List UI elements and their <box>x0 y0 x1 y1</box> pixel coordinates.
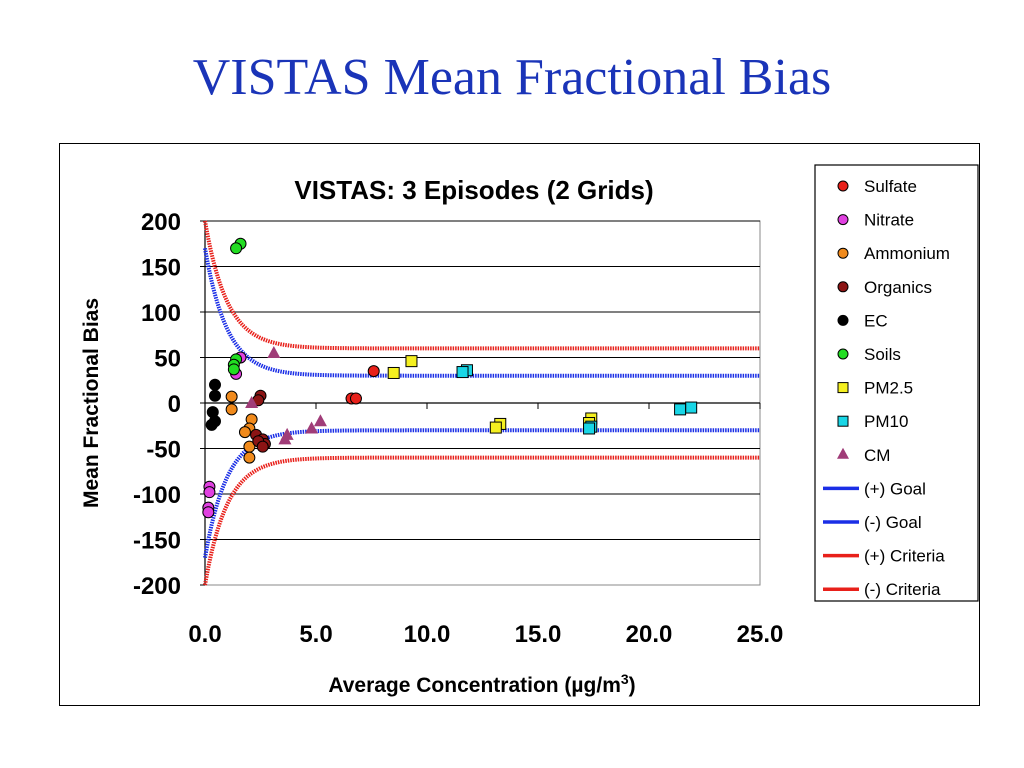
soils-point <box>230 242 243 255</box>
y-tick-label: 150 <box>141 255 181 282</box>
legend-marker-cm <box>837 447 849 459</box>
y-tick-label: -50 <box>146 437 181 464</box>
ammonium-point <box>243 451 256 464</box>
pm2-5-point <box>489 421 502 434</box>
nitrate-point <box>203 486 216 499</box>
pm10-point <box>456 366 469 379</box>
y-tick-label: 0 <box>168 391 181 418</box>
ammonium-point <box>225 403 238 416</box>
cm-point <box>313 414 327 427</box>
legend-marker-ammonium <box>837 247 849 259</box>
legend-marker-pm10 <box>837 415 849 427</box>
cm-point <box>305 421 319 434</box>
chart-labels: VISTAS: 3 Episodes (2 Grids) Average Con… <box>80 175 783 697</box>
y-tick-label: -100 <box>133 482 181 509</box>
y-tick-label: -150 <box>133 528 181 555</box>
legend-label-ec: EC <box>864 311 888 330</box>
legend-label-criteria: (+) Criteria <box>864 547 945 566</box>
y-axis-label: Mean Fractional Bias <box>80 298 103 508</box>
soils-point <box>227 363 240 376</box>
ammonium-point <box>225 390 238 403</box>
cm-point <box>245 396 259 408</box>
slide-title: VISTAS Mean Fractional Bias <box>192 49 832 106</box>
legend-label-goal: (+) Goal <box>864 479 926 498</box>
pm2-5-point <box>387 366 400 379</box>
legend-label-sulfate: Sulfate <box>864 177 917 196</box>
legend-marker-nitrate <box>837 214 849 226</box>
pm10-point <box>583 422 596 435</box>
legend-marker-organics <box>837 281 849 293</box>
data-points <box>202 237 698 519</box>
pm2-5-point <box>405 355 418 368</box>
legend-label-soils: Soils <box>864 345 901 364</box>
x-tick-label: 5.0 <box>299 621 332 648</box>
ammonium-point <box>238 426 251 439</box>
x-tick-label: 10.0 <box>404 621 451 648</box>
legend-marker-pm2-5 <box>837 382 849 394</box>
sulfate-point <box>349 392 362 405</box>
pm10-point <box>674 403 687 416</box>
chart-container: VISTAS: 3 Episodes (2 Grids) Average Con… <box>59 143 980 706</box>
legend-label-ammonium: Ammonium <box>864 244 950 263</box>
x-tick-label: 25.0 <box>737 621 784 648</box>
cm-point <box>278 432 292 445</box>
x-tick-label: 20.0 <box>626 621 673 648</box>
ec-point <box>205 418 218 431</box>
legend-label-goal: (-) Goal <box>864 513 922 532</box>
y-tick-label: -200 <box>133 573 181 600</box>
pm10-point <box>685 401 698 414</box>
nitrate-point <box>202 506 215 519</box>
legend-label-criteria: (-) Criteria <box>864 580 941 599</box>
x-tick-label: 15.0 <box>515 621 562 648</box>
legend-label-pm10: PM10 <box>864 412 908 431</box>
y-tick-label: 200 <box>141 209 181 236</box>
legend-label-organics: Organics <box>864 278 932 297</box>
legend-marker-soils <box>837 348 849 360</box>
x-tick-label: 0.0 <box>188 621 221 648</box>
axes <box>200 220 761 586</box>
y-tick-label: 100 <box>141 300 181 327</box>
ec-point <box>208 389 221 402</box>
organics-point <box>256 440 269 453</box>
legend-label-cm: CM <box>864 446 890 465</box>
x-axis-label: Average Concentration (µg/m3) <box>328 671 635 697</box>
y-tick-label: 50 <box>154 346 181 373</box>
legend-marker-sulfate <box>837 180 849 192</box>
chart-legend: Sulfate Nitrate Ammonium Organics EC Soils PM2… <box>814 164 979 602</box>
legend-marker-ec <box>837 314 849 326</box>
chart-title: VISTAS: 3 Episodes (2 Grids) <box>294 175 653 205</box>
sulfate-point <box>367 365 380 378</box>
ec-point <box>208 378 221 391</box>
legend-label-nitrate: Nitrate <box>864 211 914 230</box>
cm-point <box>267 345 281 358</box>
legend-label-pm2-5: PM2.5 <box>864 379 913 398</box>
scatter-chart: VISTAS: 3 Episodes (2 Grids) Average Con… <box>80 164 979 697</box>
